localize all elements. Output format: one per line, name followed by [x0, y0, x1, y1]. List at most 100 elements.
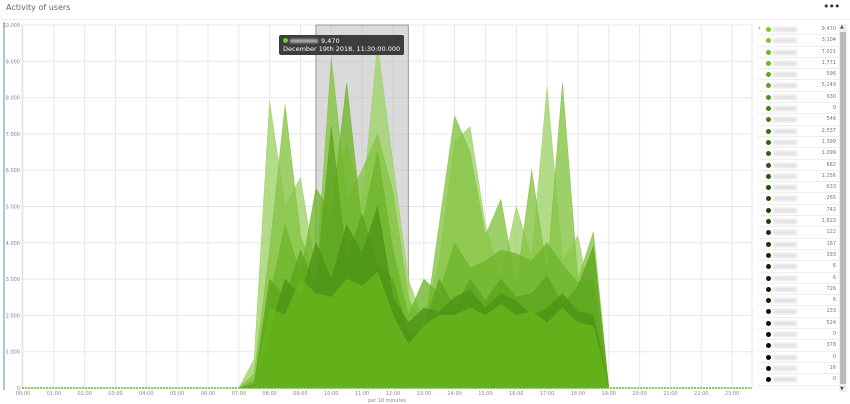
- legend-value: 6: [832, 263, 836, 270]
- y-tick-label: 5.000: [6, 205, 20, 211]
- legend-item[interactable]: 1,823: [757, 216, 839, 228]
- series-name-redacted: [773, 298, 797, 304]
- y-tick-label: 2.000: [6, 313, 20, 319]
- series-name-redacted: [773, 320, 797, 326]
- series-dot-icon: [766, 83, 771, 89]
- x-tick-label: 21:00: [663, 391, 677, 397]
- legend-item[interactable]: 742: [757, 205, 839, 217]
- legend-item[interactable]: 726: [757, 284, 839, 296]
- legend-item[interactable]: 630: [757, 92, 839, 104]
- legend-item[interactable]: 378: [757, 340, 839, 352]
- series-dot-icon: [766, 117, 771, 123]
- legend-value: 524: [826, 319, 836, 326]
- scrollbar-thumb[interactable]: [840, 32, 846, 384]
- legend-item[interactable]: 0: [757, 103, 839, 115]
- series-dot-icon: [766, 60, 771, 66]
- series-name-redacted: [773, 196, 797, 202]
- x-tick-label: 23:00: [725, 391, 739, 397]
- legend-item[interactable]: › 9,470: [757, 24, 839, 36]
- legend-item[interactable]: 167: [757, 239, 839, 250]
- series-dot-icon: [283, 38, 288, 43]
- area-series-5: [238, 271, 610, 389]
- legend-item[interactable]: 3,104: [757, 35, 839, 47]
- series-dot-icon: [766, 196, 771, 202]
- series-name-redacted: [773, 49, 797, 55]
- series-name-redacted: [773, 173, 797, 179]
- legend-item[interactable]: 5,243: [757, 80, 839, 92]
- x-axis-label: per 10 minutes: [368, 398, 406, 404]
- x-tick-label: 02:00: [77, 391, 91, 397]
- legend-value: 726: [826, 285, 836, 292]
- series-dot-icon: [766, 38, 771, 44]
- scroll-down-icon[interactable]: ▼: [840, 386, 844, 392]
- legend-item[interactable]: 7,021: [757, 47, 839, 58]
- legend-item[interactable]: 0: [757, 329, 839, 341]
- series-dot-icon: [766, 252, 771, 258]
- legend-item[interactable]: 596: [757, 69, 839, 81]
- y-tick-label: 0: [17, 386, 20, 392]
- legend-item[interactable]: 133: [757, 306, 839, 318]
- chevron-right-icon[interactable]: ›: [758, 24, 761, 32]
- legend-value: 6: [832, 297, 836, 304]
- series-name-redacted: [773, 94, 797, 100]
- legend-item[interactable]: 1,771: [757, 58, 839, 70]
- x-tick-label: 01:00: [47, 391, 61, 397]
- scroll-up-icon[interactable]: ▲: [840, 24, 844, 30]
- series-dot-icon: [766, 219, 771, 225]
- legend-item[interactable]: 633: [757, 182, 839, 194]
- series-name-redacted: [773, 162, 797, 168]
- series-dot-icon: [766, 173, 771, 179]
- series-name-redacted: [773, 83, 797, 89]
- legend-scrollbar[interactable]: ▲ ▼: [839, 24, 847, 392]
- series-dot-icon: [766, 298, 771, 304]
- x-tick-label: 06:00: [201, 391, 215, 397]
- legend-item[interactable]: 2,537: [757, 126, 839, 137]
- series-dot-icon: [766, 241, 771, 247]
- legend-item[interactable]: 122: [757, 227, 839, 239]
- tooltip-date: December 19th 2018, 11:30:00.000: [283, 45, 401, 53]
- series-dot-icon: [766, 354, 771, 360]
- series-name-redacted: [773, 365, 797, 371]
- legend-item[interactable]: 265: [757, 193, 839, 205]
- series-name-redacted: [773, 128, 797, 134]
- legend-value: 0: [832, 331, 836, 338]
- x-tick-label: 17:00: [540, 391, 554, 397]
- legend-value: 2,537: [821, 127, 836, 134]
- legend-value: 0: [832, 105, 836, 112]
- series-name-redacted: [773, 286, 797, 292]
- legend-item[interactable]: 546: [757, 114, 839, 126]
- panel-accent: [3, 22, 5, 390]
- legend-item[interactable]: 393: [757, 250, 839, 262]
- legend-item[interactable]: 1,399: [757, 137, 839, 149]
- series-dot-icon: [766, 72, 771, 78]
- legend-value: 133: [826, 308, 836, 315]
- legend-value: 122: [826, 229, 836, 236]
- legend-value: 3,104: [821, 37, 836, 44]
- ellipsis-icon[interactable]: •••: [823, 0, 840, 13]
- legend-item[interactable]: 1,256: [757, 171, 839, 183]
- series-name-redacted: [773, 60, 797, 66]
- series-name-redacted: [773, 309, 797, 315]
- legend-item[interactable]: 6: [757, 261, 839, 273]
- series-dot-icon: [766, 151, 771, 157]
- legend-item[interactable]: 524: [757, 318, 839, 330]
- x-tick-label: 20:00: [632, 391, 646, 397]
- legend-item[interactable]: 1,099: [757, 148, 839, 160]
- series-name-redacted: [773, 27, 797, 32]
- legend-item[interactable]: 0: [757, 352, 839, 363]
- y-tick-label: 7.000: [6, 132, 20, 138]
- activity-chart[interactable]: 0 1.000 2.000 3.000 4.000 5.000 6.000 7.000 8.00…: [0, 18, 756, 404]
- y-tick-label: 8.000: [6, 96, 20, 102]
- series-dot-icon: [766, 377, 771, 383]
- legend-item[interactable]: 0: [757, 374, 839, 386]
- legend-item[interactable]: 16: [757, 363, 839, 375]
- series-dot-icon: [766, 320, 771, 326]
- y-tick-label: 10.000: [3, 23, 21, 29]
- series-dot-icon: [766, 139, 771, 145]
- legend-item[interactable]: 6: [757, 273, 839, 284]
- legend-item[interactable]: 682: [757, 160, 839, 171]
- tooltip-value: 9,470: [321, 37, 340, 45]
- series-dot-icon: [766, 275, 771, 281]
- legend-item[interactable]: 6: [757, 295, 839, 307]
- series-name-redacted: [773, 117, 797, 123]
